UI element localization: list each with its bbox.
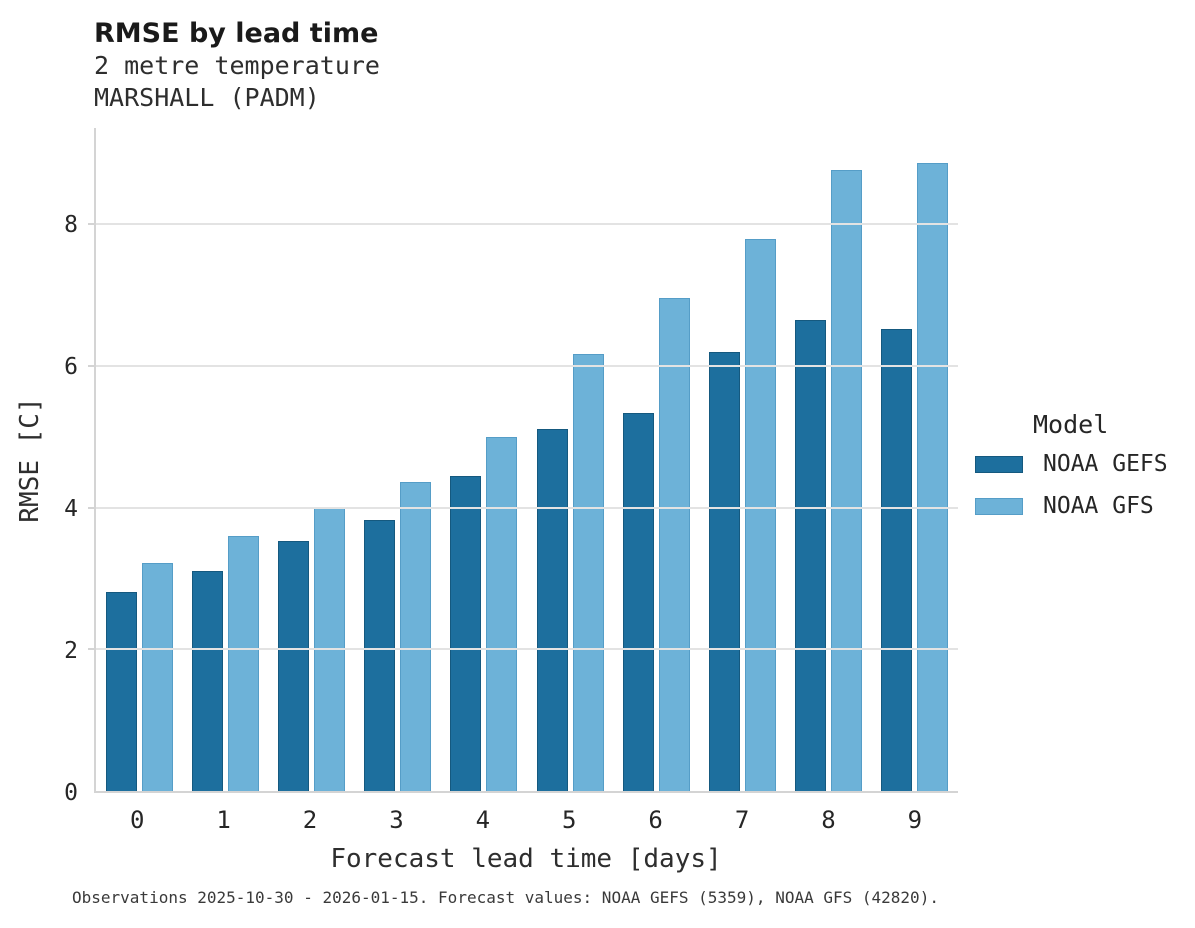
y-tick-mark-4 [88, 506, 94, 509]
bar-noaa-gfs-lead-5 [572, 353, 604, 791]
x-tick-label-9: 9 [907, 806, 923, 834]
x-tick-label-2: 2 [302, 806, 318, 834]
legend-swatch-noaa-gfs [975, 497, 1023, 515]
y-axis: 0 2 4 6 8 [0, 128, 78, 806]
bar-noaa-gefs-lead-3 [364, 519, 396, 791]
x-tick-label-5: 5 [562, 806, 577, 834]
bar-noaa-gfs-lead-3 [400, 482, 432, 791]
bar-noaa-gfs-lead-9 [917, 163, 949, 791]
legend-label-noaa-gfs: NOAA GFS [1043, 493, 1154, 519]
bar-noaa-gefs-lead-4 [450, 475, 482, 791]
y-tick-label-0: 0 [64, 780, 78, 806]
x-tick-label-0: 0 [129, 806, 145, 834]
bar-noaa-gefs-lead-7 [709, 351, 741, 791]
bar-group-lead-9 [872, 128, 958, 791]
gridline-y-8 [96, 223, 958, 226]
bar-noaa-gfs-lead-7 [745, 238, 777, 791]
gridline-y-4 [96, 506, 958, 509]
plot-area [88, 128, 958, 793]
legend-label-noaa-gefs: NOAA GEFS [1043, 451, 1168, 477]
title-block: RMSE by lead time 2 metre temperature MA… [94, 17, 380, 114]
gridline-y-6 [96, 365, 958, 367]
bar-group-lead-5 [527, 128, 613, 791]
gridline-y-2 [96, 648, 958, 651]
bar-noaa-gefs-lead-1 [191, 571, 223, 791]
bar-noaa-gfs-lead-8 [831, 169, 863, 791]
chart-subtitle-variable: 2 metre temperature [94, 51, 380, 80]
bar-group-lead-6 [613, 128, 699, 791]
legend-entry-noaa-gefs: NOAA GEFS [975, 451, 1168, 477]
legend: Model NOAA GEFS NOAA GFS [975, 410, 1168, 535]
bar-group-lead-3 [355, 128, 441, 791]
y-tick-label-4: 4 [64, 495, 78, 522]
x-tick-label-8: 8 [821, 806, 836, 834]
footer-note: Observations 2025-10-30 - 2026-01-15. Fo… [72, 888, 939, 907]
x-axis-label: Forecast lead time [days] [330, 844, 722, 874]
x-tick-label-7: 7 [734, 806, 750, 834]
y-tick-mark-2 [88, 648, 94, 651]
bar-group-lead-0 [96, 128, 182, 791]
bar-noaa-gfs-lead-0 [141, 562, 173, 791]
x-tick-label-4: 4 [475, 806, 491, 834]
bar-group-lead-4 [441, 128, 527, 791]
bar-noaa-gefs-lead-8 [795, 319, 827, 791]
x-axis: 0 1 2 3 4 5 6 7 8 9 [94, 806, 958, 834]
bar-group-lead-7 [699, 128, 785, 791]
bar-noaa-gfs-lead-6 [658, 298, 690, 791]
bar-noaa-gefs-lead-0 [105, 591, 137, 791]
y-tick-mark-8 [88, 223, 94, 226]
legend-entry-noaa-gfs: NOAA GFS [975, 493, 1168, 519]
bar-group-lead-8 [786, 128, 872, 791]
y-tick-mark-6 [88, 365, 94, 367]
bars-container [96, 128, 958, 791]
bar-noaa-gfs-lead-1 [227, 536, 259, 791]
bar-group-lead-1 [182, 128, 268, 791]
bar-noaa-gefs-lead-6 [622, 412, 654, 791]
legend-swatch-noaa-gefs [975, 455, 1023, 473]
chart-title: RMSE by lead time [94, 18, 379, 49]
bar-group-lead-2 [268, 128, 354, 791]
chart-subtitle-station: MARSHALL (PADM) [94, 83, 320, 112]
bar-noaa-gfs-lead-4 [486, 436, 518, 791]
x-tick-label-3: 3 [389, 806, 404, 834]
bar-noaa-gefs-lead-5 [536, 429, 568, 791]
x-tick-label-6: 6 [648, 806, 663, 834]
y-tick-label-8: 8 [64, 211, 78, 238]
x-tick-label-1: 1 [216, 806, 231, 834]
legend-title: Model [1033, 410, 1109, 439]
y-tick-label-6: 6 [64, 353, 78, 380]
bar-noaa-gefs-lead-2 [278, 540, 309, 791]
y-tick-label-2: 2 [64, 637, 78, 664]
bar-noaa-gefs-lead-9 [881, 329, 913, 791]
